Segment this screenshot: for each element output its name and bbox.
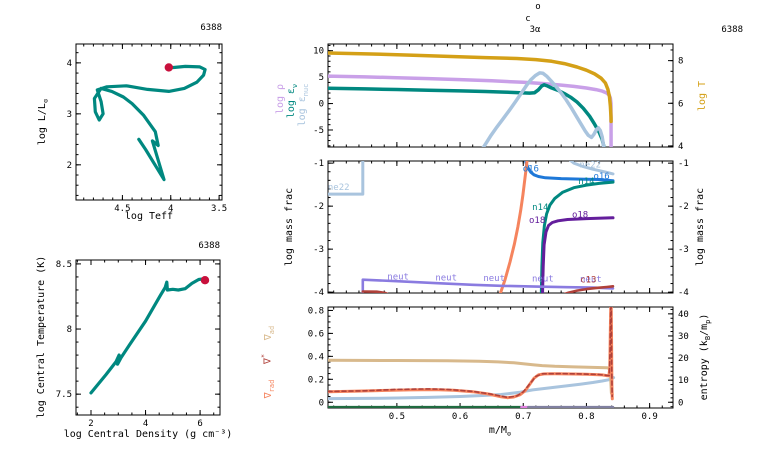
series-o18 — [541, 216, 615, 293]
axis-title-grad-rad: ∇rad — [263, 379, 276, 399]
burn-marker-c: c — [525, 14, 531, 24]
series-log-rho — [328, 74, 613, 147]
curve-label-neut: neut — [532, 274, 554, 284]
svg-text:0.6: 0.6 — [452, 412, 468, 422]
svg-text:3: 3 — [67, 110, 72, 120]
model-number-trho: 6388 — [198, 241, 220, 251]
svg-text:4: 4 — [678, 142, 683, 152]
burn-marker-3alpha: 3α — [529, 25, 541, 35]
series-ne22-envelope — [568, 161, 615, 176]
svg-text:-4: -4 — [313, 288, 324, 298]
axis-title-central-density: log Central Density (g cm⁻³) — [63, 429, 233, 440]
svg-text:0.4: 0.4 — [308, 352, 324, 362]
curve-label-n14: n14 — [532, 203, 548, 213]
axis-title-log-teff: log Teff — [124, 211, 174, 222]
series-entropy — [328, 376, 616, 401]
curve-label-n14: n14 — [578, 177, 594, 187]
svg-text:-3: -3 — [313, 245, 324, 255]
curve-label-neut: neut — [435, 274, 457, 284]
svg-text:-5: -5 — [313, 126, 324, 136]
svg-text:0: 0 — [319, 100, 324, 110]
profile-abundances-panel: -4-3-2-1-4-3-2-1ne22ne22o16o16n14n14o18o… — [313, 159, 689, 298]
series-evolution-track — [92, 64, 207, 182]
svg-text:3.5: 3.5 — [211, 204, 227, 214]
svg-text:7.5: 7.5 — [56, 390, 72, 400]
svg-text:0.5: 0.5 — [389, 412, 405, 422]
curve-label-ne22: ne22 — [328, 183, 350, 193]
axis-title-log-l: log L/L⊙ — [37, 98, 50, 146]
svg-text:20: 20 — [678, 354, 689, 364]
curve-label-o16: o16 — [593, 172, 609, 182]
svg-text:0: 0 — [319, 398, 324, 408]
svg-text:-2: -2 — [678, 202, 689, 212]
burn-marker-o: o — [535, 2, 541, 12]
svg-text:0.8: 0.8 — [308, 306, 324, 316]
profile-thermo-panel: -5 0 5 10 4 6 8 — [313, 43, 683, 152]
svg-text:0.8: 0.8 — [578, 412, 594, 422]
series-ne22-core — [328, 161, 365, 196]
curve-label-neut: neut — [580, 275, 602, 285]
curve-label-o18: o18 — [572, 211, 588, 221]
model-number-hr: 6388 — [200, 23, 222, 33]
current-model-marker — [200, 275, 210, 285]
svg-text:0.6: 0.6 — [308, 329, 324, 339]
curve-label-c13: c13 — [580, 276, 596, 286]
svg-text:0.7: 0.7 — [515, 412, 531, 422]
series-grad-star — [328, 307, 613, 399]
series-h1 — [498, 161, 529, 293]
series-log-eps-nuc — [481, 71, 606, 147]
svg-text:-1: -1 — [313, 159, 324, 169]
axis-title-central-temperature: log Central Temperature (K) — [36, 255, 47, 419]
svg-text:40: 40 — [678, 310, 689, 320]
curve-label-ne22: ne22 — [579, 160, 601, 170]
svg-text:4: 4 — [67, 59, 72, 69]
svg-text:6: 6 — [678, 99, 683, 109]
svg-text:8: 8 — [67, 325, 72, 335]
svg-text:5: 5 — [319, 73, 324, 83]
svg-text:-4: -4 — [678, 288, 689, 298]
axis-title-mass-coordinate: m/M⊙ — [488, 425, 512, 438]
svg-text:4: 4 — [143, 419, 148, 429]
axis-title-mass-frac-right: log mass frac — [695, 187, 706, 267]
svg-text:10: 10 — [313, 47, 324, 57]
svg-text:30: 30 — [678, 332, 689, 342]
svg-text:6: 6 — [197, 419, 202, 429]
series-c13-envelope — [563, 285, 615, 293]
current-model-marker — [164, 63, 174, 72]
series-log-eps-nu — [328, 83, 606, 147]
svg-text:-1: -1 — [678, 159, 689, 169]
profile-gradients-panel: 0.5 0.6 0.7 0.8 0.9 0 0.2 0.4 0.6 0.8 0 10 20 30 40 — [308, 306, 689, 422]
svg-text:4.5: 4.5 — [114, 204, 130, 214]
series-central-track — [89, 277, 207, 395]
svg-text:-2: -2 — [313, 202, 324, 212]
svg-text:2: 2 — [88, 419, 93, 429]
series-grad-ad — [328, 358, 614, 396]
axis-title-log-t: log T — [697, 80, 708, 112]
curve-label-o18: o18 — [529, 216, 545, 226]
curve-label-o16: o16 — [523, 164, 539, 174]
series-log-T — [328, 51, 613, 124]
series-neut — [361, 278, 615, 293]
series-c13-core — [361, 290, 389, 293]
svg-text:4: 4 — [168, 204, 173, 214]
svg-text:10: 10 — [678, 376, 689, 386]
svg-text:0: 0 — [678, 398, 683, 408]
svg-text:0.2: 0.2 — [308, 375, 324, 385]
svg-text:8.5: 8.5 — [56, 260, 72, 270]
curve-label-neut: neut — [387, 273, 409, 283]
svg-text:2: 2 — [67, 161, 72, 171]
svg-text:-3: -3 — [678, 245, 689, 255]
model-number-profiles: 6388 — [721, 25, 743, 35]
axis-title-mass-frac-left: log mass frac — [284, 187, 295, 267]
axis-title-log-eps-nuc: log εnuc — [297, 83, 310, 127]
svg-text:0.9: 0.9 — [641, 412, 657, 422]
hr-diagram-panel: 4.5 4 3.5 2 3 4 — [67, 43, 227, 214]
axis-title-entropy: entropy (kB/mp) — [699, 313, 712, 401]
svg-text:8: 8 — [678, 57, 683, 67]
central-trho-panel: 2 4 6 7.5 8 8.5 — [56, 259, 221, 429]
curve-label-neut: neut — [483, 274, 505, 284]
